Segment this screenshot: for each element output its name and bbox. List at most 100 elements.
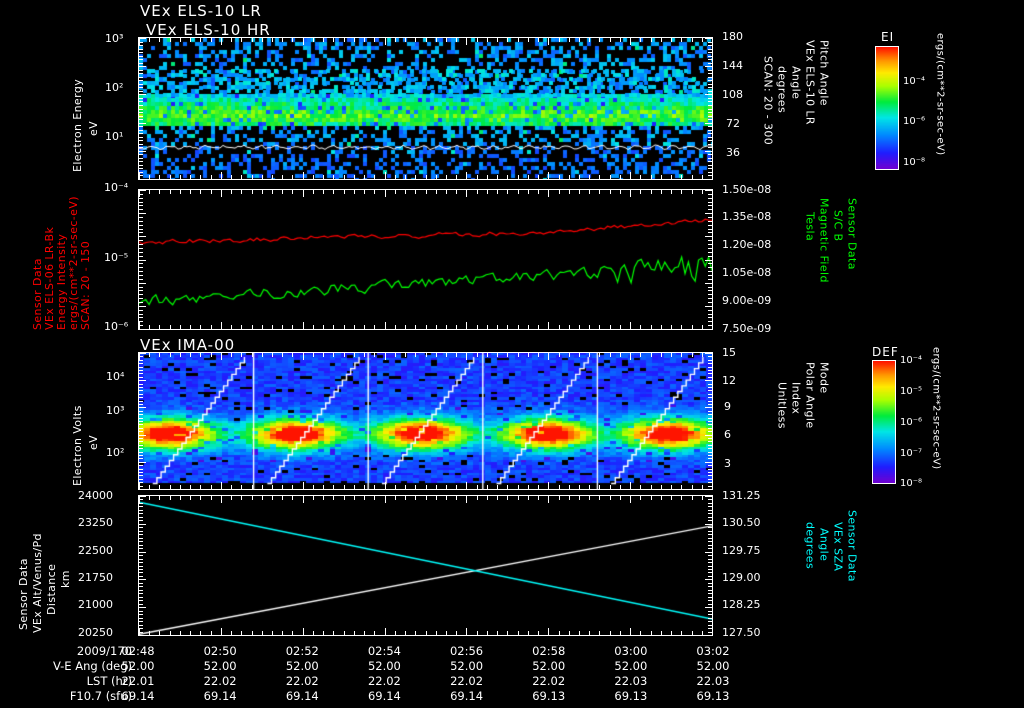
tick-mark <box>708 49 712 50</box>
panel2-y2tick-4: 9.00e-09 <box>722 294 772 307</box>
tick-mark <box>610 485 611 489</box>
tick-mark <box>640 485 641 489</box>
panel4-right-units: degrees <box>803 522 817 570</box>
panel3-ytick-2: 10² <box>106 446 125 459</box>
tick-mark <box>231 175 232 179</box>
tick-mark <box>548 190 549 197</box>
tick-mark <box>708 154 712 155</box>
tick-mark <box>708 275 712 276</box>
tick-mark <box>139 161 143 162</box>
tick-mark <box>344 190 345 194</box>
tick-mark <box>139 322 140 329</box>
tick-mark <box>252 325 253 329</box>
bottom-row-label-f107: F10.7 (sfu) <box>69 689 132 703</box>
tick-mark <box>661 38 662 42</box>
tick-mark <box>436 353 437 357</box>
tick-mark <box>139 472 143 473</box>
tick-mark <box>708 209 712 210</box>
tick-mark <box>282 496 283 500</box>
tick-mark <box>252 631 253 635</box>
panel1-plot-area[interactable] <box>138 37 713 180</box>
tick-mark <box>149 38 150 42</box>
tick-mark <box>354 631 355 635</box>
tick-mark <box>708 482 712 483</box>
bottom-cell-f107-3: 69.14 <box>367 689 401 703</box>
tick-mark <box>395 38 396 42</box>
tick-mark <box>139 479 143 480</box>
tick-mark <box>221 482 222 489</box>
tick-mark <box>139 600 143 601</box>
tick-mark <box>705 283 712 284</box>
tick-mark <box>395 496 396 500</box>
tick-mark <box>708 513 712 514</box>
bottom-row-label-ve-ang: V-E Ang (deg) <box>52 659 132 673</box>
tick-mark <box>405 190 406 194</box>
tick-mark <box>333 38 334 42</box>
tick-mark <box>661 631 662 635</box>
tick-mark <box>548 322 549 329</box>
tick-mark <box>200 631 201 635</box>
tick-mark <box>405 38 406 42</box>
tick-mark <box>528 175 529 179</box>
tick-mark <box>708 126 712 127</box>
tick-mark <box>139 458 143 459</box>
panel2-left-scan: SCAN: 20 - 150 <box>79 240 92 330</box>
tick-mark <box>139 411 143 412</box>
tick-mark <box>708 583 712 584</box>
tick-mark <box>708 394 712 395</box>
panel3-right-unitless: Unitless <box>775 382 789 429</box>
tick-mark <box>139 229 143 230</box>
panel4-left-units: km <box>59 570 72 588</box>
tick-mark <box>507 631 508 635</box>
tick-mark <box>139 73 143 74</box>
tick-mark <box>333 631 334 635</box>
tick-mark <box>708 130 712 131</box>
tick-mark <box>292 485 293 489</box>
tick-mark <box>446 190 447 194</box>
tick-mark <box>139 455 143 456</box>
tick-mark <box>364 190 365 194</box>
panel4-plot-area[interactable] <box>138 495 713 636</box>
tick-mark <box>708 119 712 120</box>
tick-mark <box>139 462 146 463</box>
tick-mark <box>241 38 242 42</box>
tick-mark <box>466 353 467 360</box>
tick-mark <box>630 353 631 360</box>
bottom-cell-ve-ang-6: 52.00 <box>614 659 648 673</box>
tick-mark <box>708 618 712 619</box>
tick-mark <box>487 496 488 500</box>
tick-mark <box>364 485 365 489</box>
tick-mark <box>579 325 580 329</box>
tick-mark <box>139 63 143 64</box>
panel3-plot-area[interactable] <box>138 352 713 490</box>
tick-mark <box>559 325 560 329</box>
panel1-right-label-1: VEx ELS-10 LR <box>803 40 817 125</box>
tick-mark <box>708 428 712 429</box>
panel2-plot-area[interactable] <box>138 189 713 330</box>
tick-mark <box>139 579 146 580</box>
tick-mark <box>681 175 682 179</box>
tick-mark <box>139 217 143 218</box>
tick-mark <box>569 485 570 489</box>
tick-mark <box>262 325 263 329</box>
bottom-cell-f107-1: 69.14 <box>203 689 237 703</box>
panel4-left-sensor: Sensor Data <box>17 558 30 630</box>
tick-mark <box>477 631 478 635</box>
tick-mark <box>708 310 712 311</box>
tick-mark <box>708 63 712 64</box>
tick-mark <box>354 175 355 179</box>
tick-mark <box>518 190 519 194</box>
bottom-cell-lst-0: 22.01 <box>121 674 155 688</box>
tick-mark <box>272 353 273 357</box>
tick-mark <box>708 555 712 556</box>
tick-mark <box>671 631 672 635</box>
tick-mark <box>426 631 427 635</box>
tick-mark <box>292 38 293 42</box>
tick-mark <box>579 496 580 500</box>
tick-mark <box>139 294 143 295</box>
tick-mark <box>487 175 488 179</box>
tick-mark <box>139 252 143 253</box>
tick-mark <box>708 98 712 99</box>
tick-mark <box>708 527 712 528</box>
tick-mark <box>651 485 652 489</box>
